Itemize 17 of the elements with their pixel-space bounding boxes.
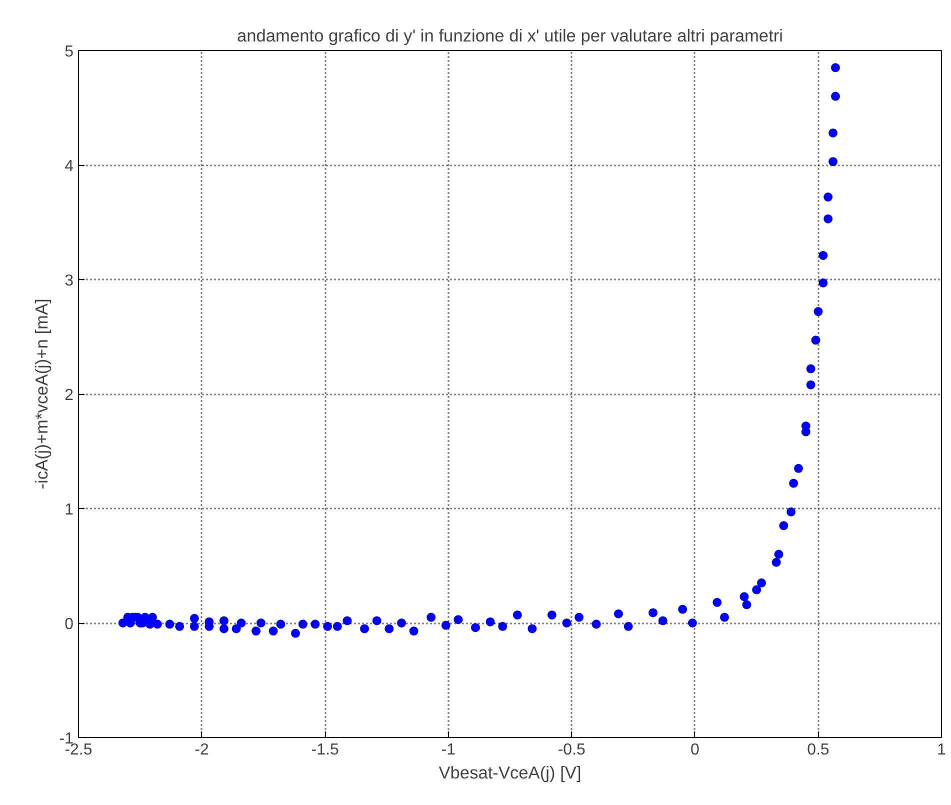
y-tick-label: 0 (64, 616, 74, 633)
x-tick-label: 1 (937, 742, 946, 758)
x-tick-label: 0.5 (807, 742, 830, 758)
y-tick-label: 5 (64, 44, 74, 60)
y-tick-label: 4 (64, 158, 74, 175)
y-tick-label: 2 (64, 387, 74, 404)
x-axis-title: Vbesat-VceA(j) [V] (438, 762, 582, 782)
x-tick-label: -1 (441, 742, 456, 758)
x-tick-label: -2.5 (64, 742, 92, 758)
x-tick-label: -0.5 (558, 742, 586, 758)
y-tick-label: 1 (64, 502, 74, 518)
y-tick-label: 3 (64, 272, 74, 290)
x-tick-label: -1.5 (311, 742, 339, 758)
y-axis-title: -icA(j)+m*vceA(j)+n [mA] (31, 298, 52, 490)
x-tick-label: -2 (194, 742, 209, 758)
x-tick-label: 0 (690, 742, 700, 758)
chart-title: andamento grafico di y' in funzione di x' utile per valutare altri parametri (237, 26, 783, 46)
